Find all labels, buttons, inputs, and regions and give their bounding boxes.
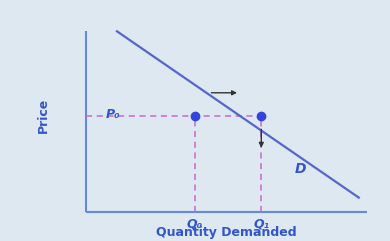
Text: P₀: P₀ [105,108,120,121]
Text: Quantity Demanded: Quantity Demanded [156,226,296,239]
Text: Q₀: Q₀ [187,218,203,231]
Text: Price: Price [36,98,50,133]
Text: D: D [294,162,306,176]
Text: Q₁: Q₁ [253,218,269,231]
